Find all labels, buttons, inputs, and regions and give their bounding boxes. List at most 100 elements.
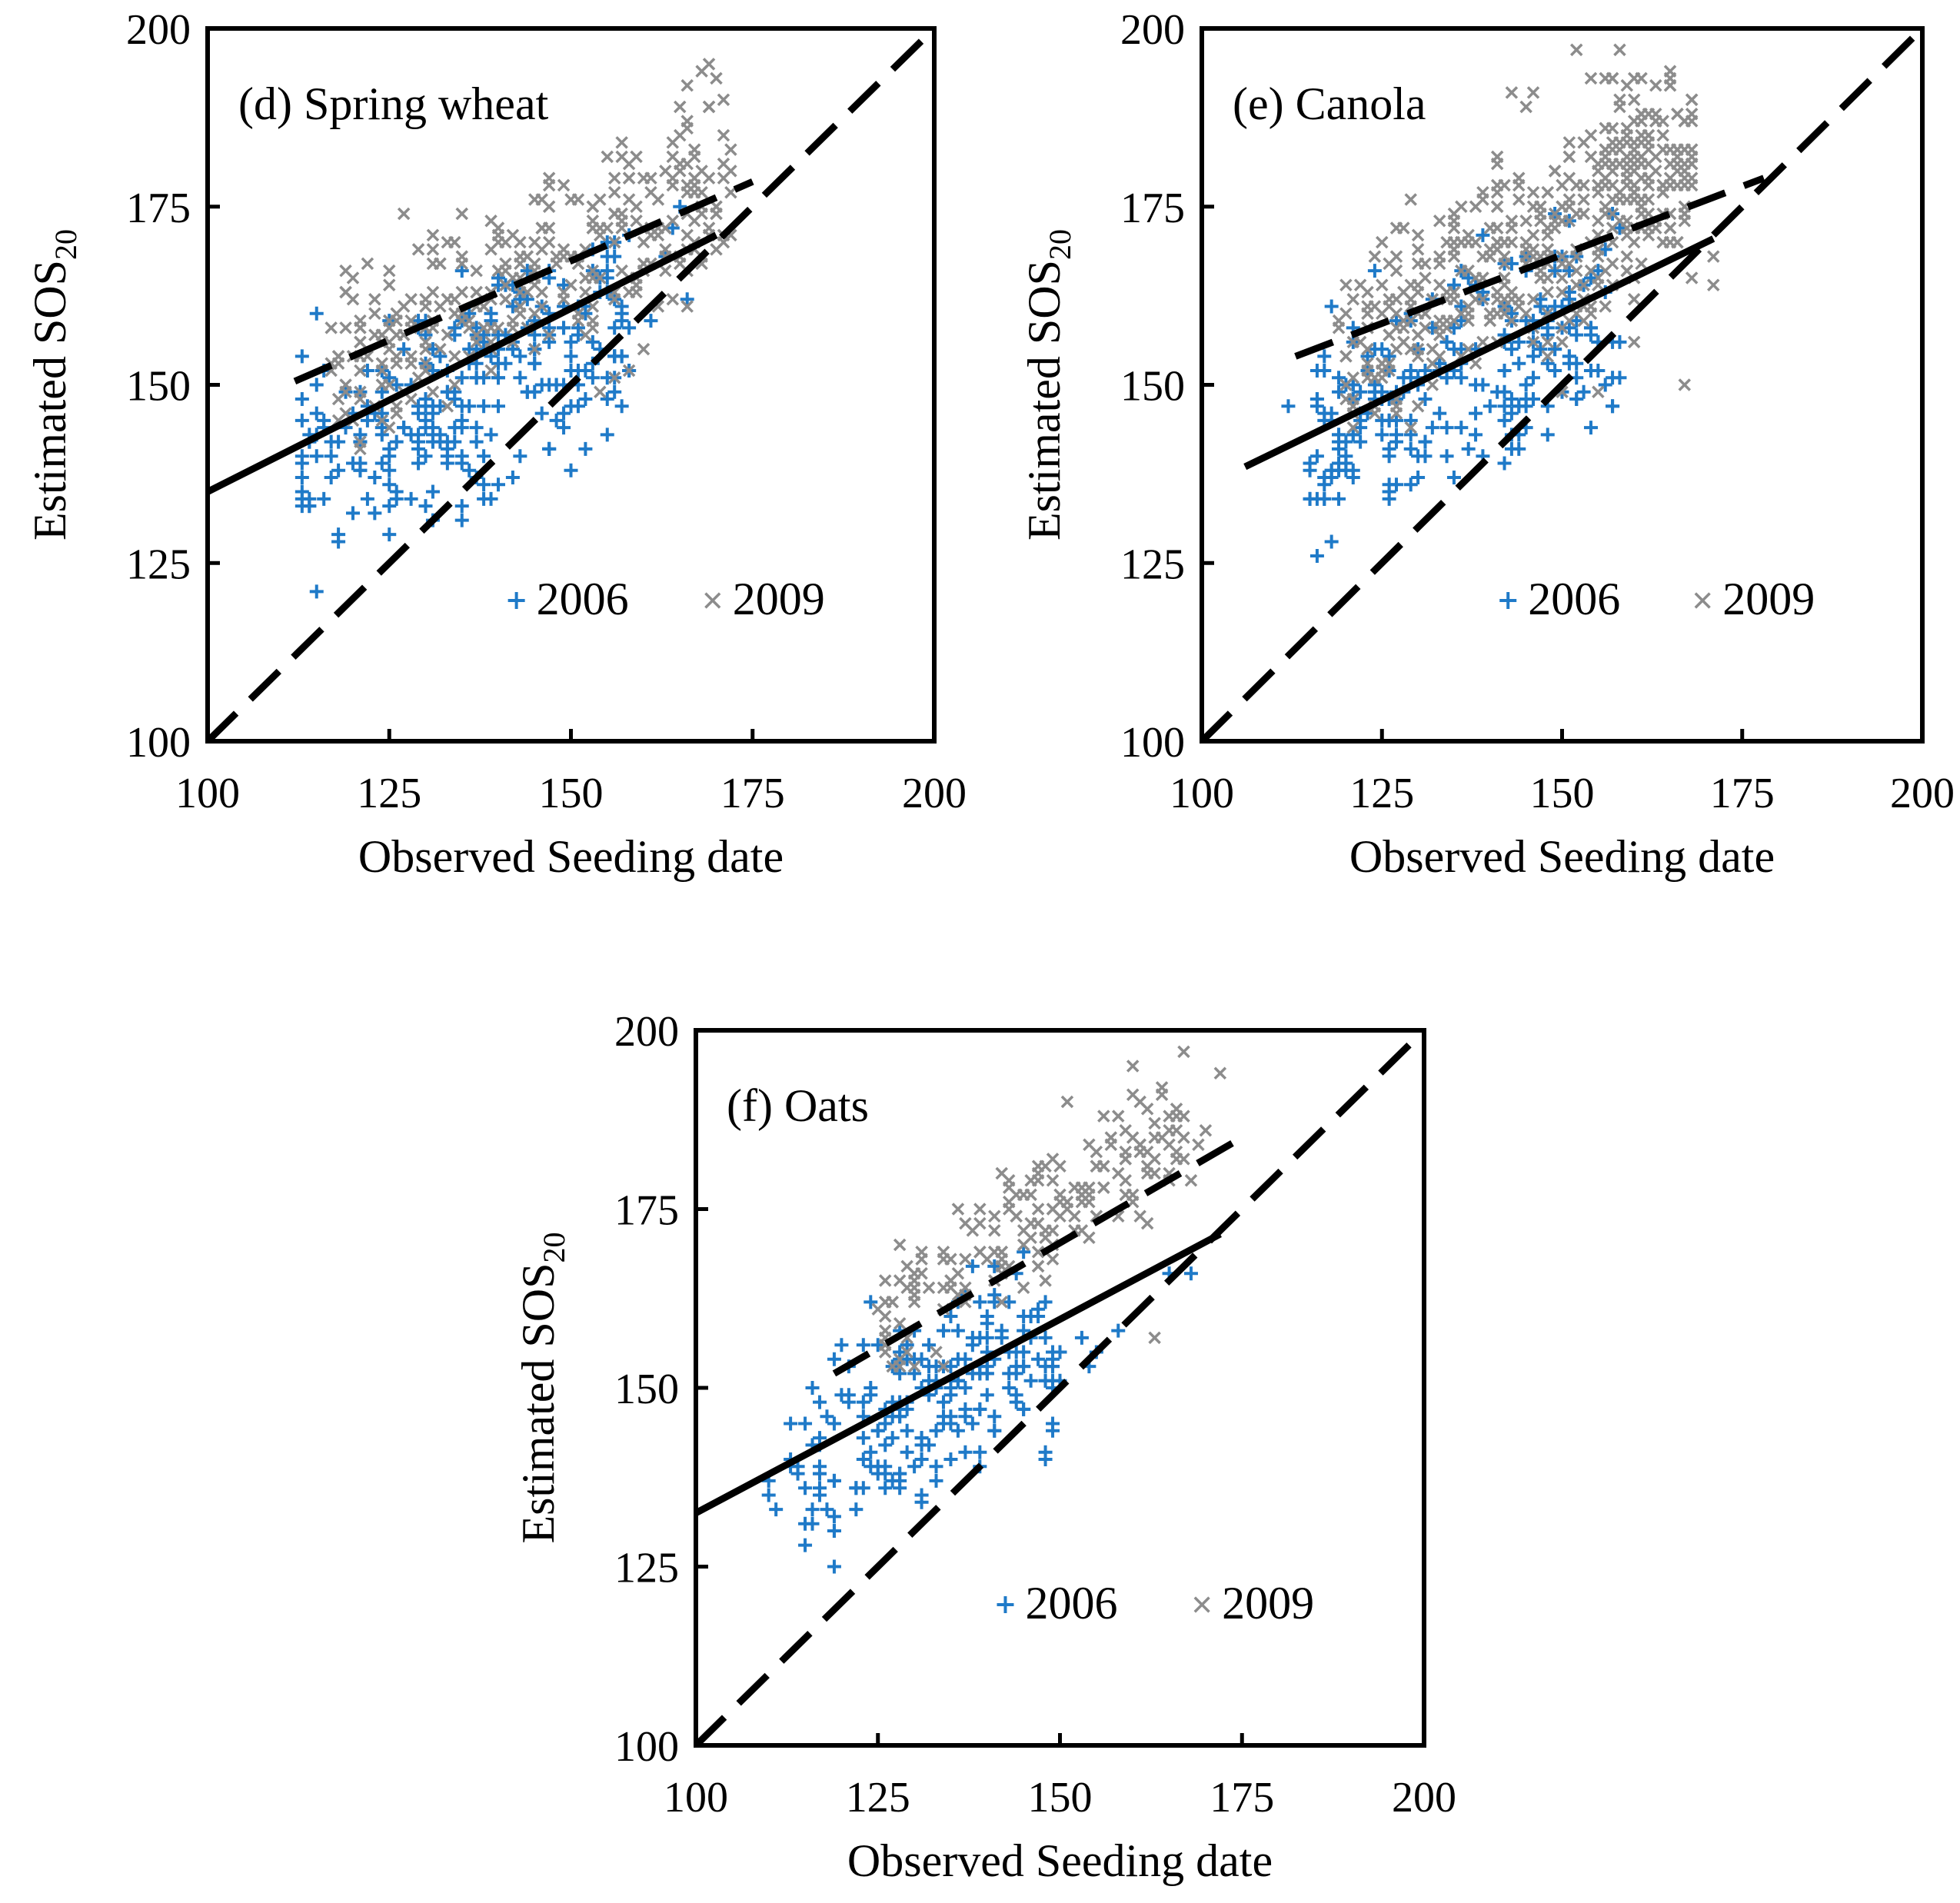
- data-point: [1126, 1188, 1140, 1202]
- data-point: [1183, 1266, 1198, 1281]
- data-point: [1309, 399, 1324, 414]
- data-point: [1403, 441, 1418, 456]
- y-tick-label: 100: [1120, 719, 1185, 767]
- data-point: [339, 321, 352, 334]
- data-point: [878, 1481, 893, 1495]
- data-point: [346, 271, 360, 284]
- fit-2009-line: [293, 178, 754, 384]
- data-point: [644, 314, 658, 328]
- data-point: [878, 1416, 893, 1431]
- data-point: [454, 513, 469, 527]
- data-point: [1140, 1166, 1154, 1180]
- data-point: [1353, 434, 1368, 449]
- data-point: [856, 1338, 870, 1352]
- data-point: [527, 356, 542, 371]
- data-point: [579, 328, 592, 341]
- data-point: [411, 428, 426, 442]
- data-point: [980, 1330, 994, 1345]
- data-point: [294, 413, 309, 428]
- data-point: [1656, 128, 1669, 142]
- data-point: [1577, 193, 1590, 206]
- data-point: [1505, 215, 1519, 228]
- data-point: [681, 157, 694, 171]
- data-point: [1346, 392, 1360, 406]
- data-point: [1140, 1103, 1154, 1116]
- data-point: [309, 406, 324, 421]
- y-axis-label: Estimated SOS20: [25, 229, 83, 541]
- data-point: [1562, 349, 1576, 364]
- data-point: [564, 463, 578, 477]
- data-point: [1367, 264, 1382, 278]
- data-point: [1569, 264, 1583, 278]
- legend-marker-2009: [704, 592, 721, 609]
- data-point: [514, 300, 527, 313]
- data-point: [1498, 250, 1511, 263]
- data-point: [914, 1452, 929, 1466]
- data-point: [397, 207, 411, 221]
- data-point: [1606, 399, 1620, 414]
- data-point: [1656, 115, 1669, 128]
- data-point: [1389, 314, 1403, 328]
- data-point: [1389, 293, 1403, 306]
- data-point: [1598, 242, 1612, 257]
- legend-marker-2009: [1694, 592, 1711, 609]
- one-to-one-line: [696, 1030, 1424, 1745]
- fit-2009-line: [1294, 175, 1765, 360]
- data-point: [1433, 328, 1446, 341]
- data-point: [1411, 285, 1425, 299]
- data-point: [354, 442, 367, 456]
- data-point: [448, 321, 462, 335]
- data-point: [1490, 178, 1504, 192]
- data-point: [1339, 350, 1353, 363]
- data-point: [1332, 314, 1346, 328]
- data-point: [870, 1338, 885, 1352]
- data-point: [1031, 1352, 1046, 1366]
- data-point: [1627, 165, 1641, 178]
- data-point: [724, 143, 737, 156]
- data-point: [1382, 349, 1396, 364]
- data-point: [687, 143, 701, 156]
- legend-label-2009: 2009: [1222, 1578, 1314, 1629]
- data-point: [1454, 342, 1469, 357]
- x-tick-label: 150: [1530, 770, 1595, 817]
- data-point: [557, 421, 571, 435]
- data-point: [462, 463, 477, 477]
- data-point: [1447, 250, 1461, 263]
- data-point: [1112, 1166, 1125, 1180]
- data-point: [1360, 349, 1375, 364]
- data-point: [1635, 207, 1648, 221]
- data-point: [607, 349, 622, 364]
- data-point: [615, 264, 628, 278]
- data-point: [411, 441, 426, 456]
- data-point: [469, 321, 484, 335]
- data-point: [973, 1295, 987, 1309]
- data-point: [1642, 228, 1656, 242]
- data-point: [1119, 1145, 1132, 1159]
- data-point: [1685, 271, 1699, 284]
- data-point: [1606, 207, 1619, 221]
- data-point: [1074, 1330, 1089, 1345]
- data-point: [893, 1473, 907, 1488]
- data-point: [324, 321, 338, 334]
- legend-marker-2006: [1499, 592, 1517, 609]
- data-point: [958, 1381, 973, 1395]
- data-point: [586, 200, 600, 214]
- data-point: [1569, 207, 1583, 221]
- y-tick-label: 200: [126, 6, 191, 54]
- data-point: [1418, 392, 1433, 407]
- data-point: [1490, 200, 1504, 214]
- data-point: [1446, 471, 1461, 485]
- fit-2009-line: [832, 1134, 1244, 1377]
- data-point: [491, 477, 505, 492]
- data-point: [827, 1352, 841, 1366]
- data-point: [455, 285, 469, 299]
- x-tick-label: 100: [1170, 770, 1234, 817]
- data-point: [695, 165, 708, 178]
- data-point: [542, 328, 556, 341]
- data-point: [1002, 1295, 1017, 1309]
- data-point: [702, 100, 716, 114]
- y-tick-label: 175: [1120, 185, 1185, 232]
- data-point: [361, 257, 374, 271]
- data-point: [893, 1352, 907, 1366]
- data-point: [1368, 250, 1382, 263]
